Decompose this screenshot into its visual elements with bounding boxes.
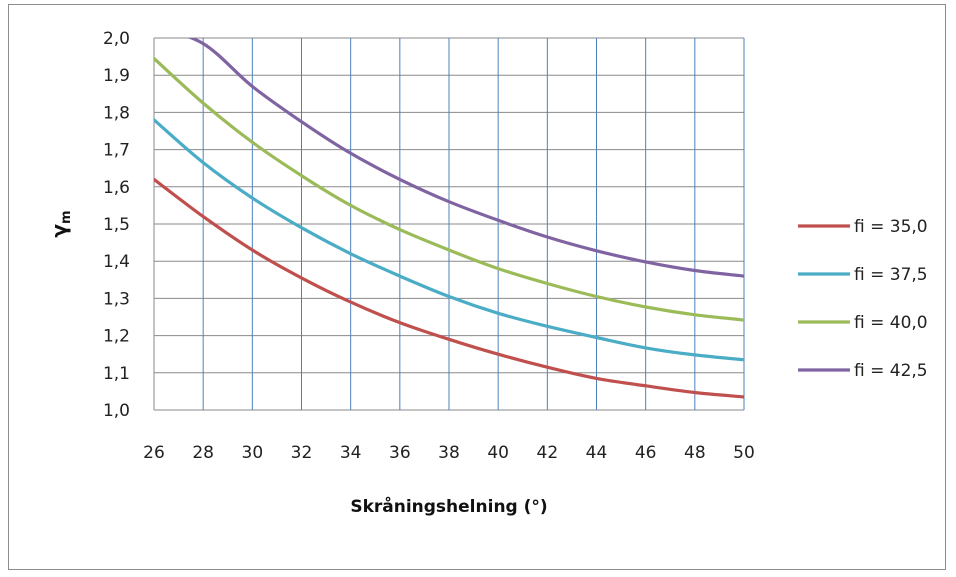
series-lines	[154, 38, 744, 399]
y-tick-labels: 1,0 1,1 1,2 1,3 1,4 1,5 1,6 1,7 1,8 1,9 2,0	[103, 29, 130, 421]
legend-label: fi = 37,5	[854, 265, 928, 285]
x-tick-label: 46	[635, 443, 657, 463]
x-tick-label: 38	[438, 443, 460, 463]
x-tick-label: 50	[733, 443, 755, 463]
legend-label: fi = 40,0	[854, 313, 928, 333]
x-axis-title: Skråningshelning (°)	[350, 495, 547, 517]
y-axis-title-subscript: m	[59, 210, 74, 224]
grid	[153, 37, 745, 411]
y-tick-label: 1,2	[103, 327, 130, 347]
x-tick-label: 44	[586, 443, 608, 463]
y-tick-label: 1,5	[103, 215, 130, 235]
legend-label: fi = 42,5	[854, 361, 928, 381]
x-tick-label: 28	[192, 443, 214, 463]
x-tick-label: 42	[537, 443, 559, 463]
series-line-1	[154, 177, 744, 399]
x-tick-label: 36	[389, 443, 411, 463]
y-tick-label: 1,3	[103, 289, 130, 309]
series-line-3	[154, 56, 744, 322]
series-line-4	[187, 38, 744, 278]
y-tick-label: 1,8	[103, 103, 130, 123]
y-tick-label: 1,1	[103, 364, 130, 384]
x-tick-labels: 26 28 30 32 34 36 38 40 42 44 46 48 50	[143, 443, 755, 463]
legend: fi = 35,0 fi = 37,5 fi = 40,0 fi = 42,5	[798, 217, 928, 381]
x-tick-label: 32	[291, 443, 313, 463]
y-tick-label: 1,4	[103, 252, 130, 272]
chart-frame	[8, 4, 946, 570]
x-tick-label: 26	[143, 443, 165, 463]
y-axis-title-symbol: γ	[47, 224, 71, 238]
y-tick-label: 1,7	[103, 141, 130, 161]
series-line-2	[154, 118, 744, 362]
y-tick-label: 2,0	[103, 29, 130, 49]
y-axis-title: γm	[47, 210, 74, 237]
x-tick-label: 48	[684, 443, 706, 463]
y-tick-label: 1,9	[103, 66, 130, 86]
y-tick-label: 1,0	[103, 401, 130, 421]
x-tick-label: 40	[487, 443, 509, 463]
y-tick-label: 1,6	[103, 178, 130, 198]
legend-label: fi = 35,0	[854, 217, 928, 237]
x-tick-label: 34	[340, 443, 362, 463]
x-tick-label: 30	[242, 443, 264, 463]
